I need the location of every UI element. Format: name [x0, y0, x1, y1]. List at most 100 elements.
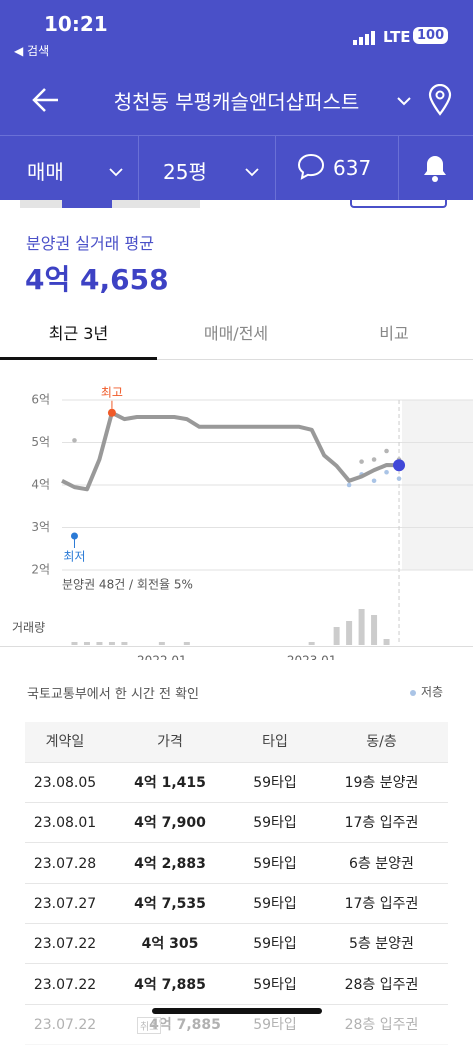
table-row[interactable]: 23.07.22 4억 7,885 59타입 28층 입주권: [25, 964, 448, 1005]
volume-bar: [71, 642, 78, 645]
volume-bar: [96, 642, 103, 645]
divider: [275, 136, 276, 200]
comment-icon[interactable]: [296, 152, 326, 186]
bell[interactable]: [422, 153, 448, 187]
price-line: [61, 410, 400, 492]
volume-label: 거래량: [12, 621, 45, 635]
cell: 59타입: [253, 936, 297, 953]
tab-indicator: [0, 357, 157, 360]
legend: 저층: [410, 683, 443, 700]
volume-bar: [83, 642, 90, 645]
high-label: 최고: [101, 385, 123, 399]
tab-active[interactable]: 최근 3년: [48, 324, 109, 343]
cancel-badge: 취소: [137, 1016, 162, 1034]
volume-bar: [346, 621, 353, 645]
cell: 59타입: [253, 775, 297, 791]
x-tick-label: 2023.01: [287, 654, 337, 661]
tab[interactable]: 매매/전세: [203, 324, 269, 343]
volume-bar: [371, 615, 378, 645]
cell: 59타입: [253, 815, 297, 832]
y-tick-label: 3억: [31, 520, 50, 534]
location-button[interactable]: [428, 83, 452, 120]
volume-bar: [308, 642, 315, 645]
table-row[interactable]: 23.07.28 4억 2,883 59타입 6층 분양권: [25, 843, 448, 884]
divider: [138, 136, 139, 200]
cell: 가격: [157, 734, 183, 750]
cell: 23.07.27: [33, 895, 97, 912]
caption: 분양권 48건 / 회전율 5%: [62, 578, 193, 592]
cell: 4억 1,415: [134, 775, 206, 791]
cell: 59타입: [253, 855, 297, 872]
box-remnant: [350, 196, 447, 208]
cell: 59타입: [253, 976, 297, 993]
cell: 23.07.22: [33, 936, 97, 953]
cell: 17층 입주권: [344, 895, 419, 912]
network: LTE: [383, 28, 411, 46]
source: 국토교통부에서 한 시간 전 확인: [27, 687, 200, 702]
low-point: [70, 532, 78, 540]
time: 10:21: [44, 12, 108, 36]
volume-bar: [333, 627, 340, 645]
deal-type[interactable]: 매매: [27, 160, 64, 184]
size[interactable]: 25평: [163, 160, 207, 184]
battery: 100: [413, 27, 449, 44]
cell: 5층 분양권: [349, 936, 414, 953]
top-bar: [0, 0, 473, 200]
cell: 계약일: [45, 734, 85, 750]
trade-dot: [371, 478, 377, 484]
y-tick-label: 2억: [31, 563, 50, 577]
trade-dot: [371, 457, 377, 462]
cell: 타입: [262, 734, 288, 750]
cell: 6층 분양권: [349, 855, 414, 872]
divider: [0, 646, 473, 647]
trade-dot: [72, 438, 77, 443]
divider: [0, 135, 473, 136]
cell: 23.08.01: [33, 815, 97, 832]
low-label: 최저: [63, 550, 85, 564]
table-row[interactable]: 23.07.27 4억 7,535 59타입 17층 입주권: [25, 883, 448, 924]
back-app[interactable]: ◀ 검색: [14, 44, 50, 58]
volume-bar: [108, 642, 115, 645]
y-tick-label: 5억: [31, 435, 50, 449]
chevron: [108, 162, 124, 181]
back-button[interactable]: [30, 85, 62, 119]
y-tick-label: 4억: [31, 478, 50, 492]
legend-dot: [410, 689, 416, 696]
cell: 59타입: [253, 895, 297, 912]
summary-label: 분양권 실거래 평균: [26, 234, 154, 253]
trade-dot: [384, 448, 389, 454]
table-header: 계약일 가격 타입 동/층: [25, 722, 448, 763]
divider: [398, 136, 399, 200]
cell: 23.08.05: [33, 775, 97, 791]
tab[interactable]: 비교: [379, 324, 409, 343]
scroll-remnant: [62, 200, 112, 208]
trade-dot: [359, 459, 364, 464]
tab-line: [0, 359, 473, 360]
cell: 28층 입주권: [344, 976, 419, 993]
title-chevron[interactable]: [396, 92, 412, 111]
title: 청천동 부평캐슬앤더샵퍼스트: [113, 90, 360, 114]
table-row[interactable]: 23.07.22 4억 305 59타입 5층 분양권: [25, 924, 448, 965]
comment-count[interactable]: 637: [333, 156, 372, 180]
trade-dot: [396, 476, 402, 481]
chevron: [244, 162, 260, 181]
cell: 19층 분양권: [344, 775, 419, 791]
table-row[interactable]: 23.08.01 4억 7,900 59타입 17층 입주권: [25, 803, 448, 844]
cell: 23.07.28: [33, 855, 97, 872]
cell: 4억 7,900: [134, 815, 206, 832]
cell: 23.07.22: [33, 976, 97, 993]
volume-bar: [158, 642, 165, 645]
cell: 동/층: [366, 734, 397, 750]
table-row[interactable]: 23.08.05 4억 1,415 59타입 19층 분양권: [25, 763, 448, 803]
current-point: [393, 459, 406, 472]
cell: 4억 2,883: [134, 855, 206, 872]
signal: [353, 30, 379, 45]
cell: 17층 입주권: [344, 815, 419, 832]
volume-bar: [383, 639, 390, 645]
summary-value: 4억 4,658: [25, 263, 169, 296]
trade-dot: [384, 469, 389, 475]
legend-text: 저층: [421, 685, 444, 699]
y-tick-label: 6억: [31, 393, 50, 407]
